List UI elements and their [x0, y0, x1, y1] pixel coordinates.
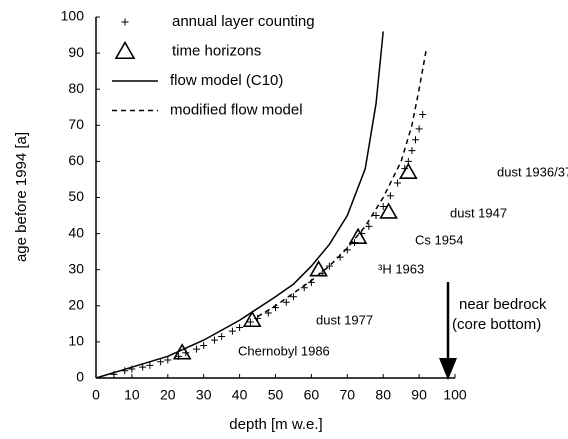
y-tick-label: 100 — [61, 8, 85, 24]
legend-label: annual layer counting — [172, 13, 315, 30]
triangle-marker — [348, 227, 368, 245]
plus-marker — [164, 356, 172, 364]
x-tick-label: 30 — [196, 387, 212, 403]
x-tick-label: 80 — [375, 387, 391, 403]
annotation: near bedrock — [459, 296, 547, 313]
model-line — [95, 31, 384, 379]
plus-marker — [386, 192, 394, 200]
y-tick-label: 80 — [68, 80, 84, 96]
plus-marker — [412, 136, 420, 144]
x-tick-label: 90 — [411, 387, 427, 403]
annotation: Cs 1954 — [415, 232, 463, 247]
y-tick-label: 40 — [68, 224, 84, 240]
y-tick-label: 90 — [68, 44, 84, 60]
plus-marker — [146, 361, 154, 369]
legend-label: time horizons — [172, 42, 261, 59]
y-tick-label: 10 — [68, 333, 84, 349]
model-line — [257, 49, 428, 318]
triangle-marker — [242, 310, 262, 328]
plus-marker — [365, 222, 373, 230]
plus-marker — [325, 262, 333, 270]
plus-marker — [246, 318, 254, 326]
plus-marker — [415, 125, 423, 133]
annotation: (core bottom) — [452, 316, 541, 333]
plus-marker — [379, 203, 387, 211]
plus-marker — [200, 342, 208, 350]
plus-marker — [121, 18, 129, 26]
plus-marker — [289, 293, 297, 301]
annotation: Chernobyl 1986 — [238, 343, 330, 358]
legend-label: flow model (C10) — [170, 72, 283, 89]
y-tick-label: 70 — [68, 116, 84, 132]
annotation: ³H 1963 — [378, 261, 424, 276]
plus-marker — [408, 147, 416, 155]
plus-marker — [419, 110, 427, 118]
plus-marker — [236, 323, 244, 331]
y-tick-label: 50 — [68, 188, 84, 204]
annotation: dust 1936/37 — [497, 164, 568, 179]
x-tick-label: 100 — [443, 387, 467, 403]
plus-marker — [394, 179, 402, 187]
x-tick-label: 0 — [92, 387, 100, 403]
plus-marker — [372, 212, 380, 220]
plus-marker — [228, 327, 236, 335]
triangle-marker — [398, 162, 418, 180]
plus-marker — [157, 358, 165, 366]
legend-label: modified flow model — [170, 101, 303, 118]
triangle-marker — [379, 202, 398, 219]
x-tick-label: 70 — [340, 387, 356, 403]
plus-marker — [193, 345, 201, 353]
y-axis-label: age before 1994 [a] — [13, 132, 30, 262]
arrow-head — [439, 358, 457, 380]
y-tick-label: 0 — [76, 369, 84, 385]
x-tick-label: 50 — [268, 387, 284, 403]
plus-marker — [139, 363, 147, 371]
triangle-marker — [114, 40, 136, 60]
plus-marker — [210, 336, 218, 344]
y-tick-label: 20 — [68, 297, 84, 313]
x-axis-label: depth [m w.e.] — [229, 416, 322, 433]
annotation: dust 1977 — [316, 312, 373, 327]
x-tick-label: 10 — [124, 387, 140, 403]
plus-marker — [282, 298, 290, 306]
y-tick-label: 60 — [68, 152, 84, 168]
x-tick-label: 20 — [160, 387, 176, 403]
plus-marker — [218, 332, 226, 340]
x-tick-label: 40 — [232, 387, 248, 403]
annotation: dust 1947 — [450, 205, 507, 220]
y-tick-label: 30 — [68, 260, 84, 276]
x-tick-label: 60 — [304, 387, 320, 403]
